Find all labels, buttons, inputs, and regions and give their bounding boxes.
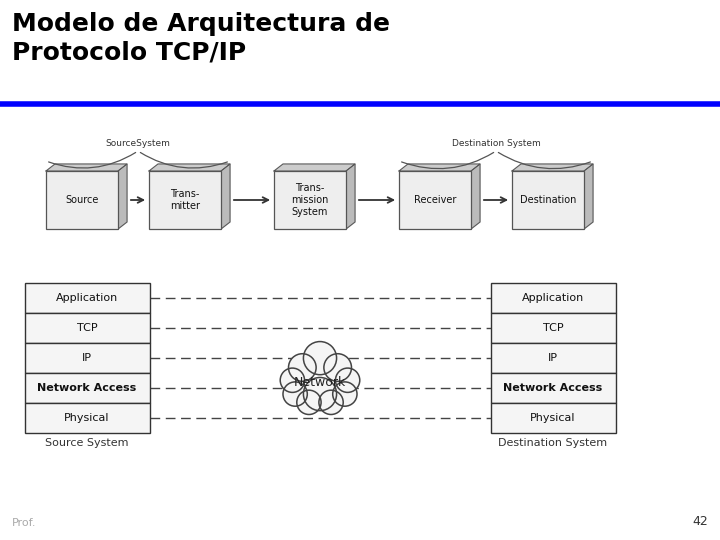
Bar — [24, 373, 150, 403]
Text: Physical: Physical — [530, 413, 576, 423]
Bar — [24, 343, 150, 373]
Text: 42: 42 — [692, 515, 708, 528]
Text: Modelo de Arquitectura de
Protocolo TCP/IP: Modelo de Arquitectura de Protocolo TCP/… — [12, 12, 390, 65]
Text: Source System: Source System — [45, 438, 129, 448]
Text: Physical: Physical — [64, 413, 109, 423]
Text: Destination: Destination — [520, 195, 576, 205]
Polygon shape — [46, 164, 127, 171]
Text: Receiver: Receiver — [414, 195, 456, 205]
Circle shape — [319, 390, 343, 415]
Bar — [512, 171, 584, 229]
Text: Destination System: Destination System — [451, 139, 541, 148]
Circle shape — [283, 382, 307, 406]
Polygon shape — [471, 164, 480, 229]
Text: Prof.: Prof. — [12, 518, 37, 528]
Polygon shape — [221, 164, 230, 229]
Text: IP: IP — [548, 353, 558, 363]
Polygon shape — [149, 164, 230, 171]
Text: Network: Network — [294, 376, 346, 389]
Text: Network Access: Network Access — [37, 383, 137, 393]
Circle shape — [303, 342, 336, 375]
Circle shape — [303, 377, 336, 410]
Circle shape — [333, 382, 357, 406]
Text: Trans-
mission
System: Trans- mission System — [292, 184, 329, 217]
Circle shape — [297, 390, 321, 415]
Bar — [24, 313, 150, 343]
Text: TCP: TCP — [543, 323, 563, 333]
Bar — [490, 313, 616, 343]
Polygon shape — [512, 164, 593, 171]
Bar — [274, 171, 346, 229]
Text: TCP: TCP — [77, 323, 97, 333]
Bar — [490, 403, 616, 433]
Polygon shape — [399, 164, 480, 171]
Polygon shape — [274, 164, 355, 171]
Text: Source: Source — [66, 195, 99, 205]
Polygon shape — [584, 164, 593, 229]
Polygon shape — [346, 164, 355, 229]
Circle shape — [280, 368, 305, 393]
Text: Destination System: Destination System — [498, 438, 608, 448]
Text: Trans-
mitter: Trans- mitter — [170, 189, 200, 211]
Text: Application: Application — [56, 293, 118, 303]
Bar — [46, 171, 118, 229]
Bar — [490, 343, 616, 373]
Bar — [490, 373, 616, 403]
Bar — [149, 171, 221, 229]
Text: IP: IP — [82, 353, 92, 363]
Bar — [490, 283, 616, 313]
Text: Network Access: Network Access — [503, 383, 603, 393]
Polygon shape — [118, 164, 127, 229]
Text: Application: Application — [522, 293, 584, 303]
Bar — [399, 171, 471, 229]
Circle shape — [289, 354, 316, 381]
Circle shape — [336, 368, 360, 393]
Bar — [24, 283, 150, 313]
Bar — [24, 403, 150, 433]
Text: SourceSystem: SourceSystem — [106, 139, 171, 148]
Circle shape — [324, 354, 351, 381]
